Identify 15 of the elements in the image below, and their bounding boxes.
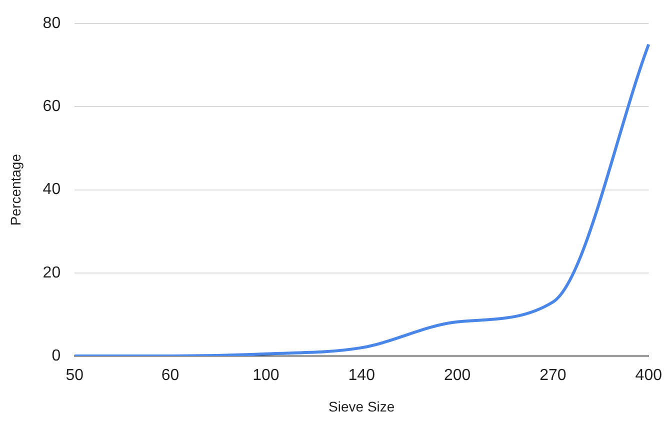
y-tick-label: 0 (52, 347, 61, 364)
x-tick-label: 200 (444, 367, 471, 384)
y-tick-label: 80 (42, 15, 61, 32)
x-tick-label: 50 (66, 367, 84, 384)
x-tick-label: 60 (161, 367, 180, 384)
y-axis-title: Percentage (7, 154, 24, 226)
x-tick-label: 100 (252, 367, 280, 384)
line-series (73, 42, 650, 356)
y-tick-label: 40 (42, 181, 61, 198)
x-tick-label: 140 (348, 367, 376, 384)
x-tick-label: 270 (540, 367, 566, 384)
x-axis-title: Sieve Size (328, 398, 395, 414)
y-tick-label: 20 (42, 264, 61, 282)
y-tick-label: 60 (42, 98, 61, 116)
x-tick-label: 400 (635, 367, 662, 384)
